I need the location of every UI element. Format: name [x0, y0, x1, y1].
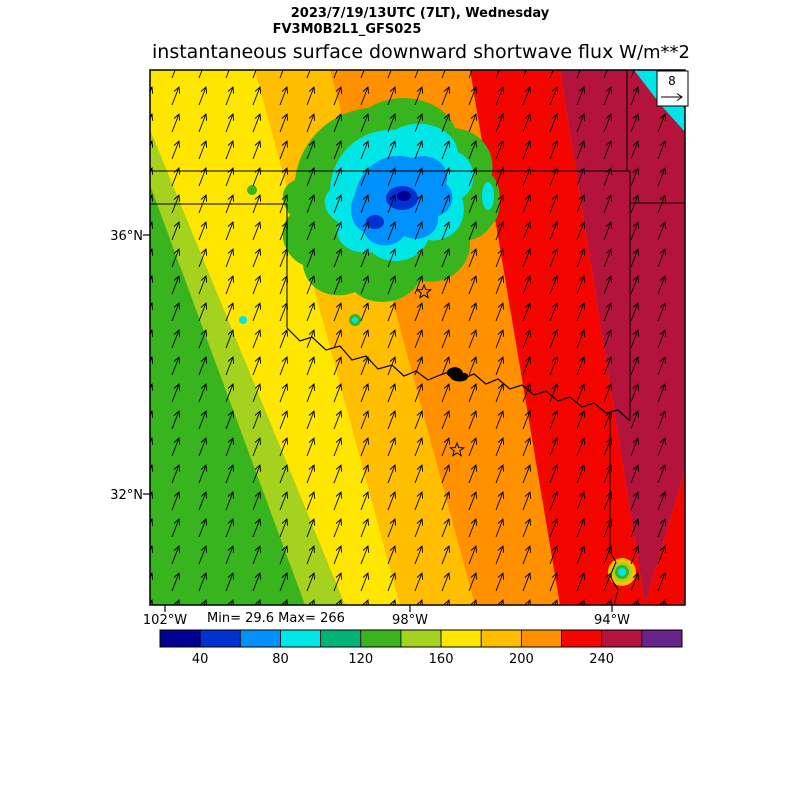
colorbar-tick-label: 240 [589, 652, 614, 667]
wind-arrows-overlay [150, 70, 685, 605]
colorbar-segment [199, 629, 241, 648]
colorbar-segment [561, 629, 603, 648]
colorbar [159, 629, 683, 648]
colorbar-segment [360, 629, 402, 648]
colorbar-tick-label: 80 [272, 652, 289, 667]
map-frame [149, 69, 686, 606]
reference-vector-frame [656, 70, 689, 107]
plot-title: instantaneous surface downward shortwave… [152, 41, 613, 63]
colorbar-segment [239, 629, 281, 648]
colorbar-segment [320, 629, 362, 648]
colorbar-segment [480, 629, 522, 648]
colorbar-outline [159, 629, 683, 648]
colorbar-segment [641, 629, 683, 648]
reference-vector-box: 8 [656, 70, 689, 107]
colorbar-tick-label: 200 [509, 652, 534, 667]
colorbar-segment [400, 629, 442, 648]
lake-texoma [446, 367, 469, 382]
units-label: W/m**2 [619, 42, 690, 63]
colorbar-tick-label: 160 [429, 652, 454, 667]
lon-label-94w: 94°W [594, 613, 630, 628]
stats-label: Min= 29.6 Max= 266 [207, 611, 345, 626]
lon-label-102w: 102°W [143, 613, 187, 628]
colorbar-segment [601, 629, 643, 648]
colorbar-tick-label: 120 [348, 652, 373, 667]
colorbar-tick-label: 40 [192, 652, 209, 667]
colorbar-segment [520, 629, 562, 648]
colorbar-segment [159, 629, 201, 648]
colorbar-labels: 40 80 120 160 200 240 [192, 652, 614, 667]
lat-label-32n: 32°N [110, 488, 143, 503]
header-datetime: 2023/7/19/13UTC (7LT), Wednesday [291, 6, 550, 21]
lon-label-98w: 98°W [392, 613, 428, 628]
colorbar-segment [280, 629, 322, 648]
axis-ticks [143, 234, 613, 612]
reference-vector-value: 8 [668, 74, 676, 88]
border-texas-east [609, 413, 619, 605]
contour-field [150, 70, 685, 605]
colorbar-segment [440, 629, 482, 648]
reference-vector-arrow-icon [661, 93, 683, 101]
header-model-name: FV3M0B2L1_GFS025 [273, 22, 422, 37]
lat-label-36n: 36°N [110, 229, 143, 244]
